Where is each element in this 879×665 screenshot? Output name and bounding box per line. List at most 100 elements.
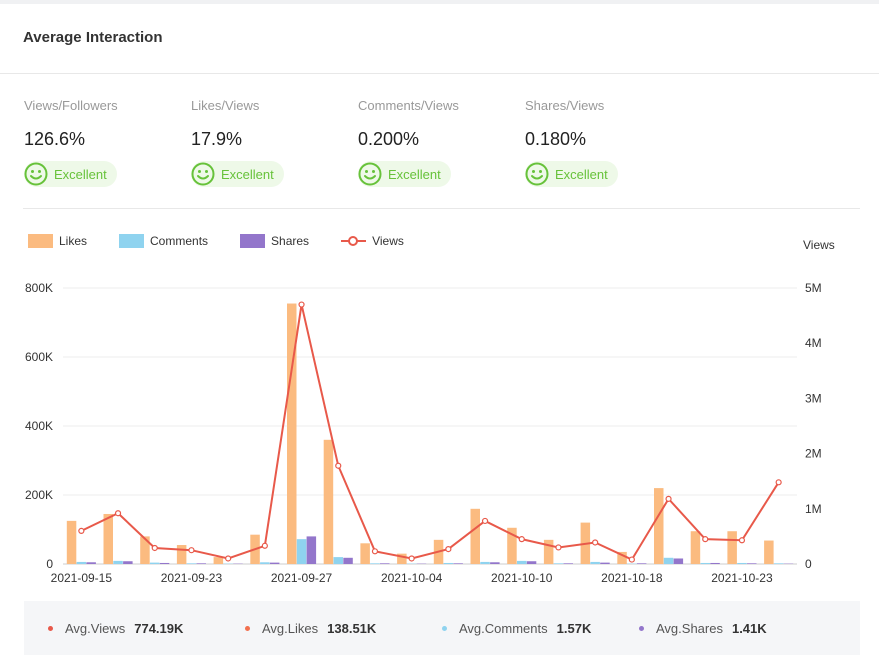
views-point xyxy=(702,536,709,543)
metric-label: Shares/Views xyxy=(525,98,605,113)
y-right-tick-label: 4M xyxy=(805,336,822,350)
metric-label: Likes/Views xyxy=(191,98,260,113)
bar-comments xyxy=(480,561,490,564)
metric-value: 17.9% xyxy=(191,129,243,149)
bar-likes xyxy=(764,540,774,564)
bar-comments xyxy=(150,562,160,564)
metric-likes-views: Likes/Views 17.9% Excellent xyxy=(191,98,351,191)
x-tick-label: 2021-10-23 xyxy=(711,571,773,585)
bar-shares xyxy=(490,562,500,564)
smile-icon xyxy=(358,162,382,186)
summary-value: 1.41K xyxy=(731,621,767,636)
bar-likes xyxy=(617,551,627,564)
bar-likes xyxy=(103,513,113,564)
bar-likes xyxy=(213,557,224,564)
views-point xyxy=(445,545,452,553)
x-tick-label: 2021-09-15 xyxy=(51,571,113,585)
x-tick-label: 2021-09-27 xyxy=(271,571,333,585)
bar-shares xyxy=(159,562,170,564)
bar-shares xyxy=(710,562,720,564)
bar-shares xyxy=(453,563,463,564)
views-point xyxy=(114,510,122,517)
bar-likes xyxy=(543,539,554,564)
top-border xyxy=(0,0,879,4)
legend-item-comments[interactable]: Comments xyxy=(119,234,208,248)
excellent-badge: Excellent xyxy=(24,161,117,187)
bar-shares xyxy=(636,563,647,564)
y-left-tick-label: 400K xyxy=(25,419,53,433)
summary-avg-views: Avg.Views 774.19K xyxy=(48,621,183,636)
summary-avg-comments: Avg.Comments 1.57K xyxy=(442,621,591,636)
bar-shares xyxy=(526,561,537,564)
bar-shares xyxy=(673,558,684,564)
legend-label: Shares xyxy=(271,234,310,248)
bar-comments xyxy=(370,563,380,564)
legend-item-shares[interactable]: Shares xyxy=(240,234,309,248)
bar-comments xyxy=(333,557,343,564)
bar-likes xyxy=(727,531,737,564)
legend-item-likes[interactable]: Likes xyxy=(28,234,87,248)
views-point xyxy=(371,548,379,555)
section-divider xyxy=(23,208,860,209)
metric-label: Comments/Views xyxy=(358,98,459,113)
bar-comments xyxy=(663,557,674,564)
y-left-tick-label: 0 xyxy=(46,557,53,571)
summary-label: Avg.Comments xyxy=(459,621,548,636)
bar-comments xyxy=(590,561,600,564)
summary-dot xyxy=(245,626,250,631)
bar-shares xyxy=(563,563,573,564)
summary-label: Avg.Views xyxy=(65,621,126,636)
metric-value: 0.200% xyxy=(358,129,420,149)
bar-likes xyxy=(287,303,297,564)
bar-comments xyxy=(76,561,87,564)
y-right-tick-label: 0 xyxy=(805,557,812,571)
summary-value: 1.57K xyxy=(556,621,592,636)
bar-comments xyxy=(553,563,564,564)
bar-comments xyxy=(737,562,747,564)
bar-likes xyxy=(360,543,370,564)
views-point xyxy=(298,301,305,308)
bar-comments xyxy=(113,560,123,564)
summary-dot xyxy=(48,626,53,631)
y-left-tick-label: 800K xyxy=(25,281,53,295)
legend-swatch-likes xyxy=(28,234,53,248)
summary-value: 774.19K xyxy=(134,621,184,636)
bar-comments xyxy=(260,562,270,564)
views-point xyxy=(775,479,782,486)
summary-label: Avg.Likes xyxy=(262,621,319,636)
bar-likes xyxy=(507,527,517,564)
summary-bar: Avg.Views 774.19K Avg.Likes 138.51K Avg.… xyxy=(24,601,860,655)
views-point xyxy=(555,544,562,551)
summary-value: 138.51K xyxy=(327,621,377,636)
rating-label: Excellent xyxy=(555,166,608,182)
legend-swatch-views xyxy=(341,234,367,248)
legend-label: Likes xyxy=(59,234,88,248)
views-line xyxy=(80,304,780,561)
bar-likes xyxy=(176,545,187,564)
bar-shares xyxy=(600,562,610,564)
legend-item-views[interactable]: Views xyxy=(341,234,404,248)
views-point xyxy=(188,547,195,554)
bar-likes xyxy=(140,536,150,564)
views-point xyxy=(225,555,232,562)
metric-value: 126.6% xyxy=(24,129,86,149)
x-tick-label: 2021-10-10 xyxy=(491,571,553,585)
y-right-axis-title: Views xyxy=(803,238,835,252)
views-point xyxy=(665,495,672,502)
rating-label: Excellent xyxy=(388,166,441,182)
page-title: Average Interaction xyxy=(23,29,163,46)
excellent-badge: Excellent xyxy=(358,161,451,187)
bar-comments xyxy=(700,562,710,564)
smile-icon xyxy=(525,162,549,186)
x-tick-label: 2021-10-18 xyxy=(601,571,663,585)
smile-icon xyxy=(24,162,48,186)
summary-label: Avg.Shares xyxy=(656,621,723,636)
card-header: Average Interaction xyxy=(0,4,879,74)
views-point xyxy=(592,539,599,546)
x-tick-label: 2021-09-23 xyxy=(161,571,223,585)
summary-dot xyxy=(442,626,447,631)
bar-shares xyxy=(123,561,133,564)
y-right-tick-label: 1M xyxy=(805,502,822,516)
views-point xyxy=(408,555,415,562)
bar-likes xyxy=(397,553,407,564)
